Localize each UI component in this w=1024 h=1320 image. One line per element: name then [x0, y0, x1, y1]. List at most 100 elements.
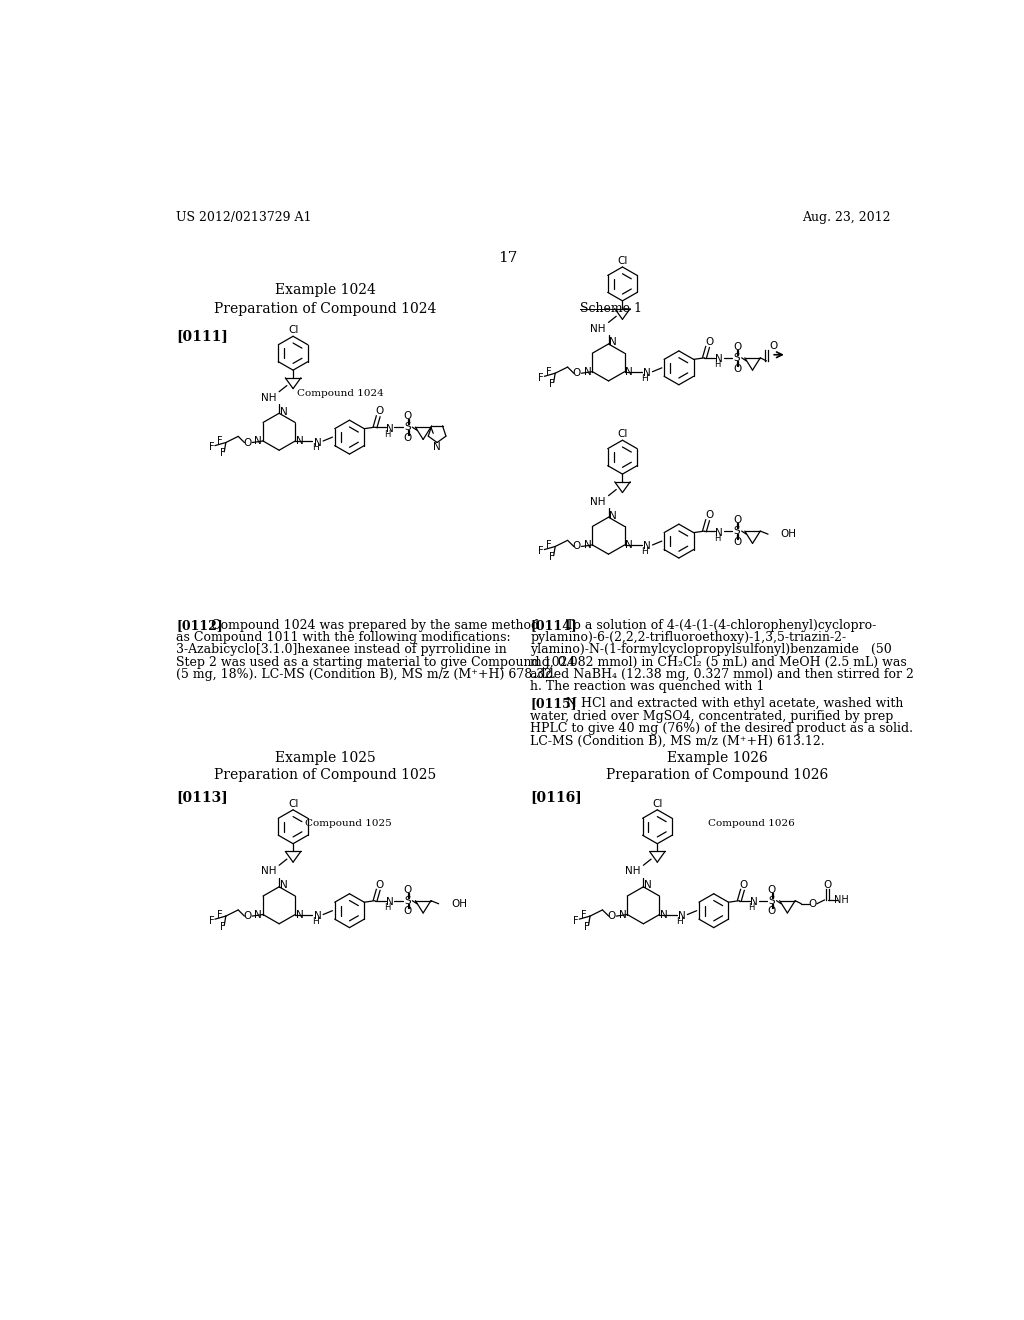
Text: O: O: [705, 337, 714, 347]
Text: Scheme 1: Scheme 1: [580, 302, 642, 314]
Text: O: O: [768, 907, 776, 916]
Text: Compound 1024 was prepared by the same method: Compound 1024 was prepared by the same m…: [203, 619, 540, 632]
Text: Example 1026: Example 1026: [667, 751, 767, 766]
Text: water, dried over MgSO4, concentrated, purified by prep: water, dried over MgSO4, concentrated, p…: [530, 710, 894, 723]
Text: NH: NH: [260, 393, 276, 403]
Text: N: N: [618, 909, 627, 920]
Text: 17: 17: [498, 251, 517, 265]
Text: O: O: [607, 911, 615, 921]
Text: N: N: [660, 909, 668, 920]
Text: F: F: [581, 909, 587, 920]
Text: N: N: [751, 898, 758, 907]
Text: N: N: [644, 880, 652, 890]
Text: O: O: [770, 341, 778, 351]
Text: Preparation of Compound 1025: Preparation of Compound 1025: [214, 768, 437, 783]
Text: Preparation of Compound 1024: Preparation of Compound 1024: [214, 302, 437, 315]
Text: N: N: [386, 898, 393, 907]
Text: F: F: [220, 921, 225, 932]
Text: N: N: [626, 367, 633, 376]
Text: O: O: [823, 879, 831, 890]
Text: N: N: [643, 541, 651, 552]
Text: O: O: [733, 515, 741, 525]
Text: F: F: [546, 540, 552, 550]
Text: H: H: [641, 374, 648, 383]
Text: H: H: [312, 444, 318, 453]
Text: N: N: [313, 437, 322, 447]
Text: H: H: [676, 917, 683, 925]
Text: N: N: [584, 367, 592, 376]
Text: LC-MS (Condition B), MS m/z (M⁺+H) 613.12.: LC-MS (Condition B), MS m/z (M⁺+H) 613.1…: [530, 734, 825, 747]
Text: O: O: [403, 884, 412, 895]
Text: H: H: [312, 917, 318, 925]
Text: NH: NH: [835, 895, 849, 906]
Text: Example 1025: Example 1025: [275, 751, 376, 766]
Text: H: H: [714, 360, 720, 370]
Text: Cl: Cl: [652, 799, 663, 809]
Text: US 2012/0213729 A1: US 2012/0213729 A1: [176, 211, 311, 224]
Text: pylamino)-6-(2,2,2-trifluoroethoxy)-1,3,5-triazin-2-: pylamino)-6-(2,2,2-trifluoroethoxy)-1,3,…: [530, 631, 847, 644]
Text: N: N: [296, 436, 304, 446]
Text: as Compound 1011 with the following modifications:: as Compound 1011 with the following modi…: [176, 631, 511, 644]
Text: O: O: [403, 433, 412, 444]
Text: added NaBH₄ (12.38 mg, 0.327 mmol) and then stirred for 2: added NaBH₄ (12.38 mg, 0.327 mmol) and t…: [530, 668, 914, 681]
Text: H: H: [641, 548, 648, 556]
Text: Preparation of Compound 1026: Preparation of Compound 1026: [606, 768, 828, 783]
Text: Cl: Cl: [288, 325, 298, 335]
Text: [0111]: [0111]: [176, 330, 228, 343]
Text: S: S: [769, 896, 775, 906]
Text: O: O: [768, 884, 776, 895]
Text: N: N: [643, 368, 651, 379]
Text: [0115]: [0115]: [530, 697, 577, 710]
Text: H: H: [749, 903, 755, 912]
Text: F: F: [549, 552, 555, 562]
Text: Example 1024: Example 1024: [275, 284, 376, 297]
Text: OH: OH: [780, 529, 797, 539]
Text: N: N: [280, 880, 288, 890]
Text: ylamino)-N-(1-formylcyclopropylsulfonyl)benzamide   (50: ylamino)-N-(1-formylcyclopropylsulfonyl)…: [530, 644, 892, 656]
Text: N: N: [584, 540, 592, 550]
Text: N: N: [626, 540, 633, 550]
Text: O: O: [572, 541, 581, 552]
Text: Compound 1025: Compound 1025: [305, 818, 391, 828]
Text: Aug. 23, 2012: Aug. 23, 2012: [802, 211, 891, 224]
Text: O: O: [403, 412, 412, 421]
Text: O: O: [733, 537, 741, 546]
Text: N: N: [386, 424, 393, 434]
Text: Compound 1024: Compound 1024: [297, 389, 384, 399]
Text: Compound 1026: Compound 1026: [708, 818, 795, 828]
Text: F: F: [546, 367, 552, 376]
Text: To a solution of 4-(4-(1-(4-chlorophenyl)cyclopro-: To a solution of 4-(4-(1-(4-chlorophenyl…: [558, 619, 877, 632]
Text: h. The reaction was quenched with 1: h. The reaction was quenched with 1: [530, 681, 765, 693]
Text: O: O: [740, 879, 749, 890]
Text: O: O: [572, 368, 581, 379]
Text: O: O: [808, 899, 816, 908]
Text: H: H: [384, 903, 391, 912]
Text: F: F: [217, 909, 222, 920]
Text: OH: OH: [451, 899, 467, 908]
Text: N: N: [255, 909, 262, 920]
Text: F: F: [573, 916, 579, 925]
Text: N: N: [716, 528, 723, 537]
Text: [0113]: [0113]: [176, 789, 227, 804]
Text: Cl: Cl: [288, 799, 298, 809]
Text: HPLC to give 40 mg (76%) of the desired product as a solid.: HPLC to give 40 mg (76%) of the desired …: [530, 722, 913, 735]
Text: NH: NH: [625, 866, 640, 876]
Text: NH: NH: [590, 323, 605, 334]
Text: F: F: [539, 546, 544, 556]
Text: F: F: [539, 372, 544, 383]
Text: N: N: [313, 911, 322, 921]
Text: N HCl and extracted with ethyl acetate, washed with: N HCl and extracted with ethyl acetate, …: [558, 697, 903, 710]
Text: F: F: [209, 916, 215, 925]
Text: S: S: [404, 422, 411, 432]
Text: [0114]: [0114]: [530, 619, 577, 632]
Text: F: F: [217, 436, 222, 446]
Text: H: H: [384, 429, 391, 438]
Text: F: F: [584, 921, 590, 932]
Text: N: N: [609, 338, 617, 347]
Text: F: F: [209, 442, 215, 453]
Text: N: N: [280, 407, 288, 417]
Text: S: S: [734, 352, 740, 363]
Text: N: N: [716, 354, 723, 364]
Text: H: H: [714, 533, 720, 543]
Text: N: N: [255, 436, 262, 446]
